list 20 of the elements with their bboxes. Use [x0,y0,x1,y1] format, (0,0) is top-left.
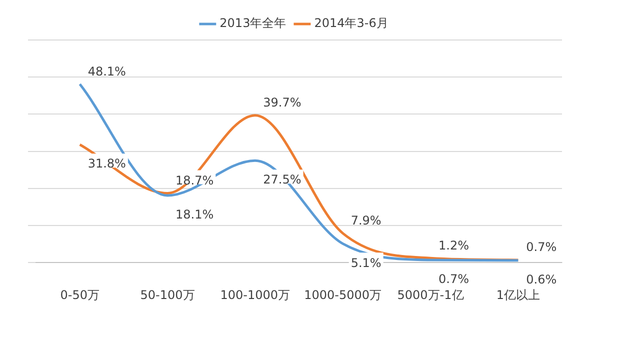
legend-label: 2013年全年 [220,16,286,30]
x-tick-label: 1亿以上 [496,288,540,302]
data-label: 18.7% [176,173,214,188]
data-label: 1.2% [438,238,469,252]
data-label: 0.7% [438,272,469,286]
data-label: 0.7% [526,240,557,254]
data-label: 5.1% [350,256,382,270]
legend-label: 2014年3-6月 [314,16,388,30]
data-label: 31.8% [88,156,126,171]
x-tick-label: 100-1000万 [220,288,290,302]
data-label: 0.6% [526,272,557,286]
data-label: 7.9% [350,213,382,228]
x-tick-label: 5000万-1亿 [397,288,464,302]
x-tick-label: 0-50万 [60,288,100,302]
data-label: 27.5% [263,172,302,187]
data-label: 18.1% [176,208,214,222]
x-tick-label: 1000-5000万 [304,288,382,302]
data-label: 48.1% [88,64,126,78]
x-tick-label: 50-100万 [140,288,195,302]
data-label: 39.7% [263,95,302,110]
